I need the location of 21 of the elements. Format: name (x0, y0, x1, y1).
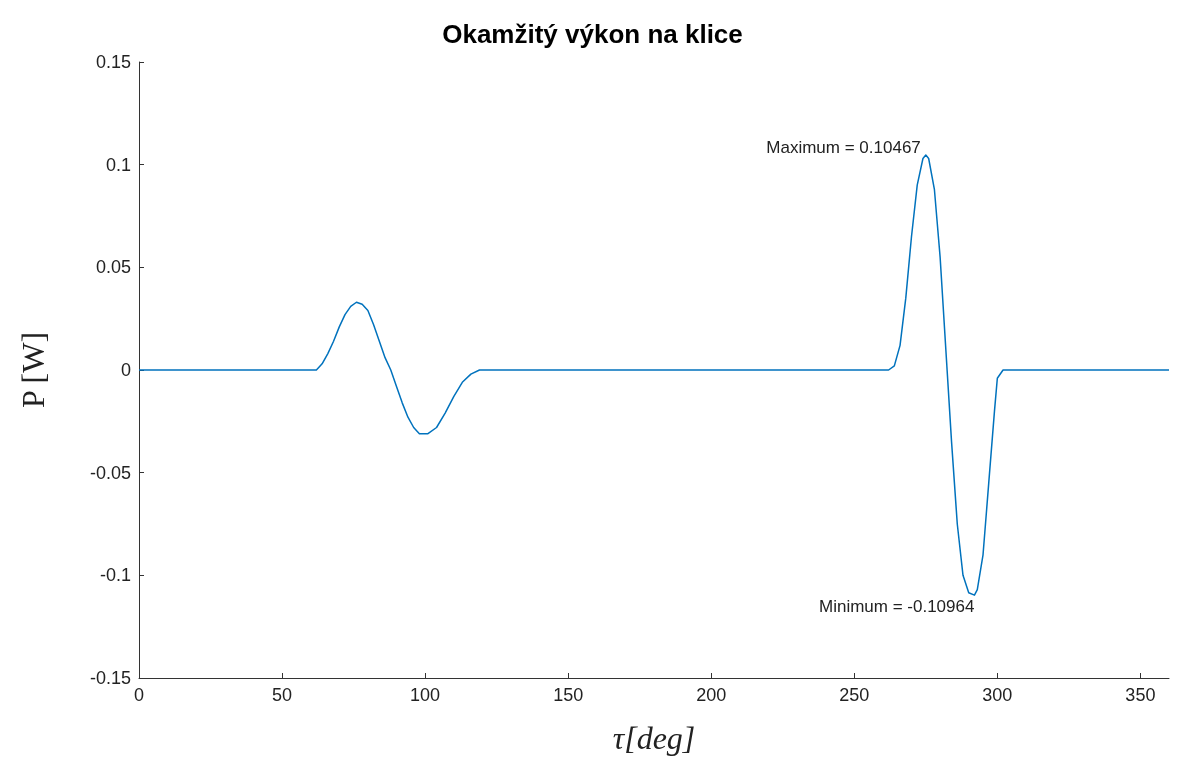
y-tick-label: 0.05 (95, 257, 131, 278)
y-tick-label: -0.05 (89, 462, 131, 483)
annotation: Minimum = -0.10964 (819, 597, 975, 617)
x-tick-label: 300 (982, 685, 1013, 705)
x-tick-label: 0 (133, 685, 145, 705)
chart-title: Okamžitý výkon na klice (442, 19, 743, 49)
x-tick-label: 50 (272, 685, 293, 705)
y-tick-label: -0.1 (99, 565, 131, 586)
x-tick-label: 100 (410, 685, 441, 705)
y-tick-label: 0.15 (95, 52, 131, 72)
y-tick-label: -0.15 (89, 668, 131, 688)
x-tick-label: 250 (839, 685, 870, 705)
y-tick-label: 0.1 (105, 154, 131, 175)
y-axis-title: P [W] (15, 331, 51, 409)
x-tick-label: 200 (696, 685, 727, 705)
x-tick-label: 350 (1125, 685, 1156, 705)
x-tick-label: 150 (553, 685, 584, 705)
y-tick-label: 0 (120, 360, 131, 380)
line-series (138, 154, 1170, 596)
annotation: Maximum = 0.10467 (766, 137, 921, 157)
x-axis-title: τ[deg] (612, 720, 696, 756)
